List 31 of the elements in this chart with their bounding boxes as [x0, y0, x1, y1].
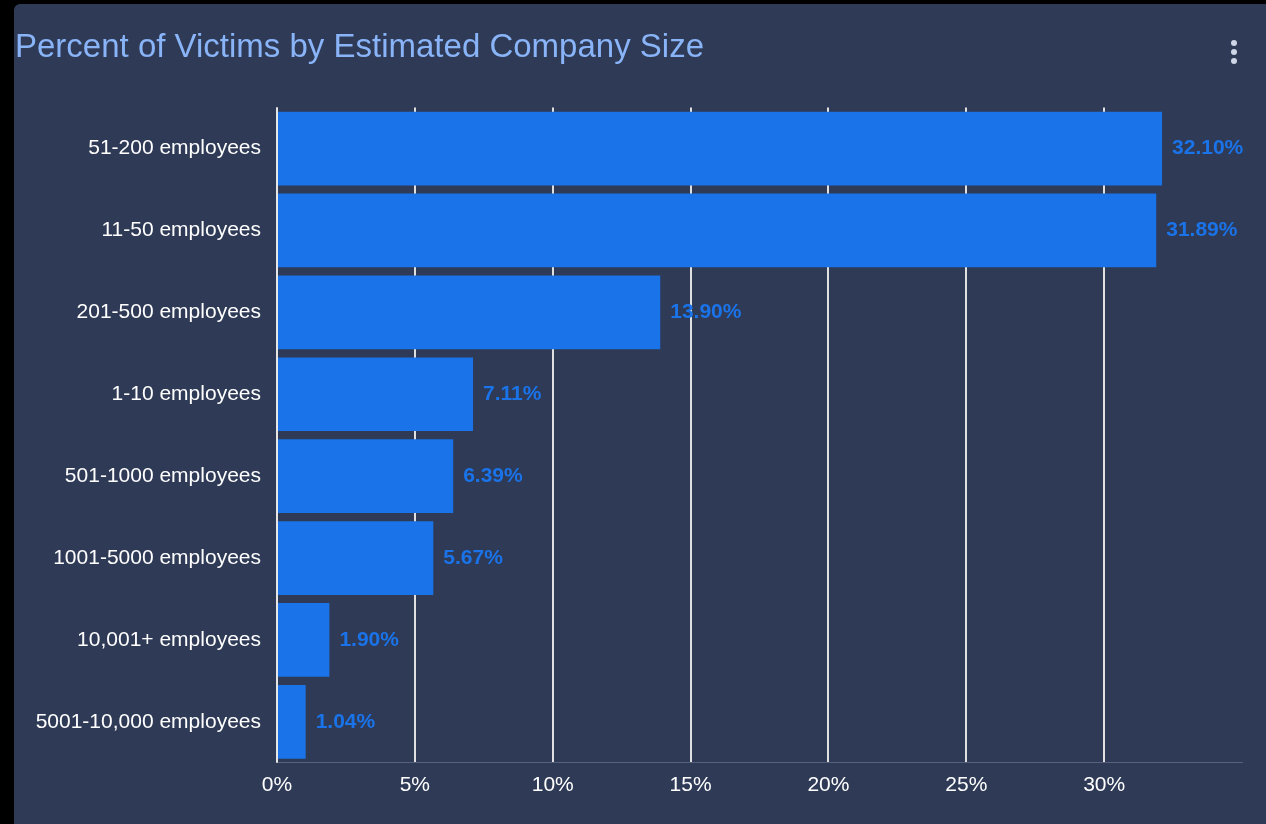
bar [278, 603, 330, 677]
bar [278, 521, 434, 595]
bar [278, 439, 454, 514]
data-label: 5.67% [443, 544, 504, 568]
y-tick-label: 10,001+ employees [77, 626, 261, 650]
x-tick-label: 30% [1083, 772, 1126, 796]
data-label: 6.39% [463, 462, 524, 486]
x-tick-label: 20% [807, 772, 850, 796]
bar [278, 111, 1163, 186]
x-tick-label: 15% [669, 772, 712, 796]
x-tick-label: 5% [399, 772, 431, 796]
x-tick-label: 25% [945, 772, 988, 796]
x-tick-label: 0% [261, 772, 293, 796]
y-tick-label: 201-500 employees [76, 299, 261, 323]
y-tick-label: 1-10 employees [111, 381, 261, 405]
bar [278, 685, 306, 759]
y-tick-label: 5001-10,000 employees [35, 708, 261, 732]
data-label: 1.90% [339, 626, 400, 650]
data-label: 1.04% [315, 708, 376, 732]
x-tick-label: 10% [531, 772, 574, 796]
y-tick-label: 11-50 employees [101, 217, 261, 241]
y-tick-label: 1001-5000 employees [53, 544, 261, 568]
chart-title: Percent of Victims by Estimated Company Size [15, 26, 705, 64]
y-tick-label: 501-1000 employees [64, 462, 261, 486]
y-tick-label: 51-200 employees [88, 135, 261, 159]
bar [278, 357, 474, 432]
bar [278, 275, 661, 350]
bar [278, 193, 1157, 268]
data-label: 7.11% [483, 381, 542, 405]
data-label: 31.89% [1166, 217, 1238, 241]
data-label: 32.10% [1172, 135, 1244, 159]
